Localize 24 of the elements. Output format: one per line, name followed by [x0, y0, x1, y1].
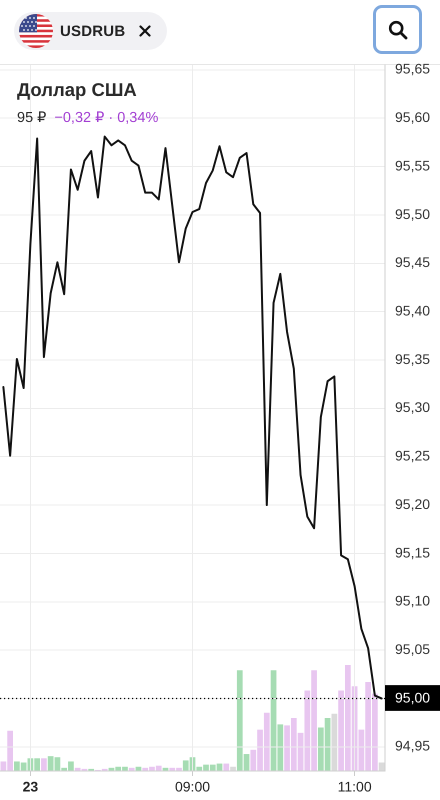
y-tick-label: 95,10 [395, 592, 430, 609]
y-tick-label: 94,95 [395, 738, 430, 754]
bar [223, 764, 230, 771]
text: Доллар США [17, 79, 137, 101]
y-tick-label: 95,55 [395, 157, 430, 174]
y-tick-label: 95,50 [395, 206, 430, 222]
x-tick-label: 11:00 [338, 778, 372, 794]
text: 95 ₽ [17, 110, 46, 126]
bar [41, 758, 47, 771]
y-tick-label: 95,60 [395, 109, 430, 126]
y-tick-label: 95,35 [395, 350, 430, 367]
y-tick-label: 95,15 [395, 544, 430, 560]
ticker-chip: USDRUB [14, 12, 168, 50]
y-tick-label: 95,20 [395, 496, 430, 512]
y-tick-label: 95,30 [395, 399, 430, 416]
y-tick-label: 95,00 [395, 689, 430, 706]
x-tick-label: 09:00 [174, 778, 210, 794]
x-tick-label: 23 [22, 778, 38, 794]
y-tick-label: 95,25 [395, 448, 430, 464]
annotation: −0,32 ₽ · 0,34% [54, 110, 158, 126]
y-tick-label: 95,05 [395, 640, 430, 657]
y-tick-label: 95,45 [395, 254, 430, 270]
y-tick-label: 95,40 [395, 302, 430, 318]
y-tick-label: 95,65 [395, 60, 430, 77]
